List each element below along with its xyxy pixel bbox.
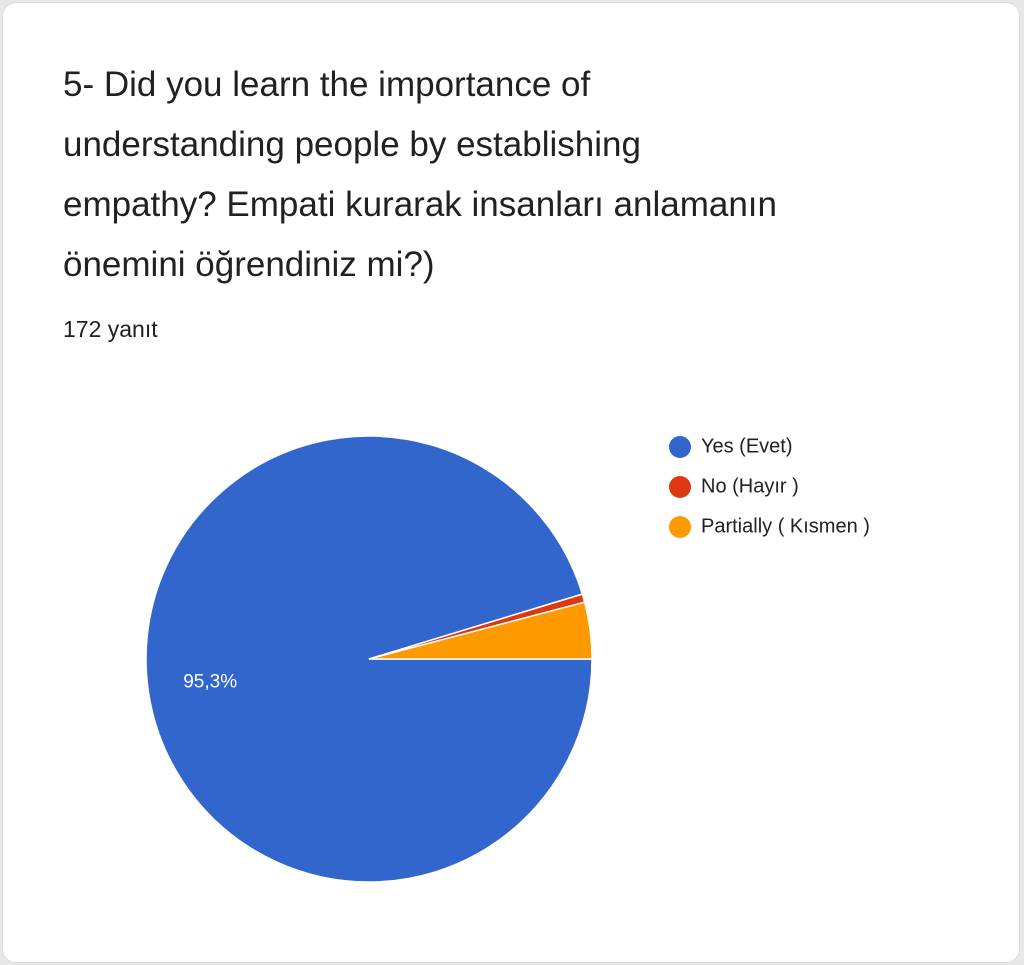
chart-title: 5- Did you learn the importance of under… <box>63 65 777 284</box>
legend-marker <box>669 436 691 458</box>
chart: 95,3% Yes (Evet) No (Hayır ) Partially ( Kı… <box>145 435 870 883</box>
legend-label: Partially ( Kısmen ) <box>701 515 870 537</box>
slice-label: 95,3% <box>183 672 237 693</box>
response-count: 172 yanıt <box>63 316 158 342</box>
legend-marker <box>669 476 691 498</box>
legend-label: Yes (Evet) <box>701 435 793 457</box>
pie-slice <box>368 601 593 660</box>
legend-marker <box>669 516 691 538</box>
legend-label: No (Hayır ) <box>701 475 799 497</box>
